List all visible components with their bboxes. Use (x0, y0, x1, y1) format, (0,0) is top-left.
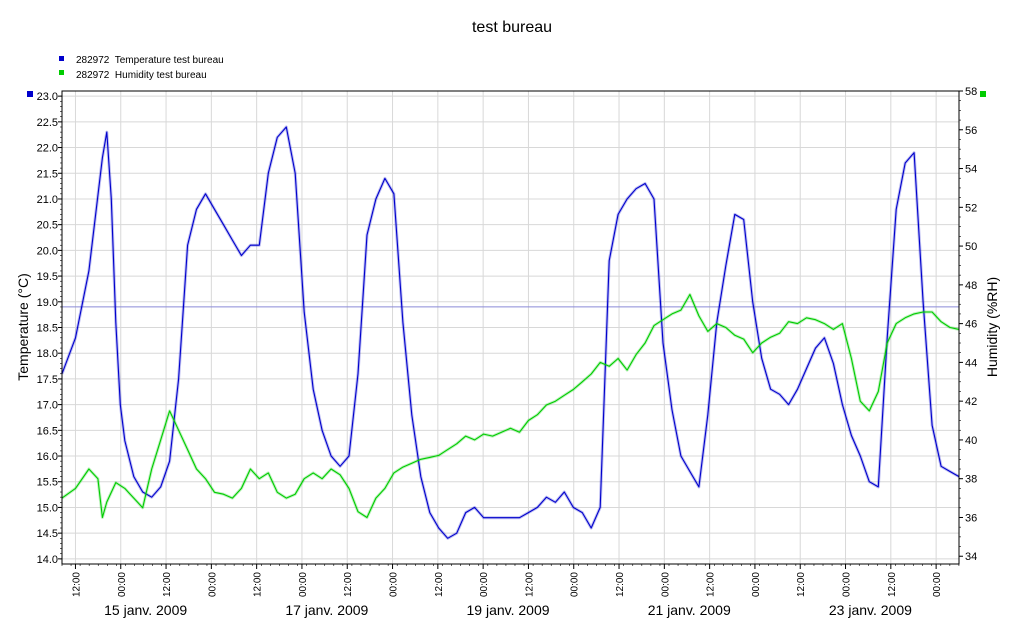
y2-tick-label: 46 (965, 319, 977, 331)
y-tick-label: 17.0 (37, 400, 58, 412)
y-tick-label: 15.0 (37, 502, 58, 514)
x-axis: 12:00 00:00 12:00 00:00 12:00 00:00 12:00 00:00… (61, 564, 960, 618)
y-tick-label: 23.0 (37, 91, 58, 103)
y-tick-label: 19.5 (37, 271, 58, 283)
y2-tick-label: 36 (965, 512, 977, 524)
legend-swatch-humidity (59, 70, 64, 75)
x-time-label: 00:00 (479, 572, 490, 597)
y2-tick-label: 38 (965, 474, 977, 486)
y-tick-label: 17.5 (37, 374, 58, 386)
x-time-label: 12:00 (253, 572, 264, 597)
y2-tick-label: 52 (965, 202, 977, 214)
x-time-label: 12:00 (434, 572, 445, 597)
right-axis-marker (980, 91, 986, 97)
x-time-label: 12:00 (162, 572, 173, 597)
x-time-label: 00:00 (570, 572, 581, 597)
legend-label-temperature: 282972 Temperature test bureau (76, 55, 224, 66)
y2-tick-label: 48 (965, 280, 977, 292)
y-axis-left: 14.0 14.5 15.0 15.5 16.0 16.5 17.0 17.5 18.0 18.5… (37, 91, 62, 566)
grid (62, 91, 959, 564)
chart-title: test bureau (472, 19, 552, 36)
y2-tick-label: 56 (965, 125, 977, 137)
x-time-label: 00:00 (751, 572, 762, 597)
y2-tick-label: 34 (965, 551, 977, 563)
left-axis-marker (27, 91, 33, 97)
y-tick-label: 20.0 (37, 245, 58, 257)
y2-tick-label: 58 (965, 86, 977, 98)
x-date-label: 17 janv. 2009 (285, 602, 368, 618)
x-time-label: 00:00 (389, 572, 400, 597)
y-tick-label: 21.5 (37, 168, 58, 180)
series-lines (60, 125, 960, 540)
x-time-label: 00:00 (932, 572, 943, 597)
x-time-label: 12:00 (343, 572, 354, 597)
humidity-line (61, 293, 960, 519)
x-date-label: 19 janv. 2009 (467, 602, 550, 618)
y-tick-label: 21.0 (37, 194, 58, 206)
x-time-label: 12:00 (615, 572, 626, 597)
x-time-label: 12:00 (71, 572, 82, 597)
y-tick-label: 22.5 (37, 117, 58, 129)
y-tick-label: 14.0 (37, 554, 58, 566)
y-axis-title: Temperature (°C) (15, 273, 31, 381)
x-date-label: 21 janv. 2009 (648, 602, 731, 618)
y-axis-right: 34 36 38 40 42 44 46 48 50 52 54 56 58 (959, 86, 977, 563)
x-time-label: 12:00 (706, 572, 717, 597)
x-date-label: 23 janv. 2009 (829, 602, 912, 618)
y2-tick-label: 42 (965, 396, 977, 408)
legend-label-humidity: 282972 Humidity test bureau (76, 70, 207, 81)
y-tick-label: 20.5 (37, 220, 58, 232)
x-time-label: 00:00 (660, 572, 671, 597)
x-time-label: 12:00 (796, 572, 807, 597)
x-time-label: 12:00 (524, 572, 535, 597)
y-tick-label: 16.5 (37, 425, 58, 437)
y2-tick-label: 40 (965, 435, 977, 447)
x-time-label: 00:00 (207, 572, 218, 597)
x-time-label: 00:00 (298, 572, 309, 597)
y2-tick-label: 50 (965, 241, 977, 253)
y2-tick-label: 44 (965, 357, 977, 369)
y-tick-label: 15.5 (37, 477, 58, 489)
legend-swatch-temperature (59, 56, 64, 61)
y-tick-label: 22.0 (37, 143, 58, 155)
y-tick-label: 18.0 (37, 348, 58, 360)
y-tick-label: 19.0 (37, 297, 58, 309)
y-tick-label: 14.5 (37, 528, 58, 540)
x-time-label: 00:00 (117, 572, 128, 597)
x-time-label: 12:00 (887, 572, 898, 597)
x-date-label: 15 janv. 2009 (104, 602, 187, 618)
y2-axis-title: Humidity (%RH) (984, 277, 1000, 377)
temperature-band (60, 125, 960, 540)
y2-tick-label: 54 (965, 164, 977, 176)
y-tick-label: 18.5 (37, 323, 58, 335)
x-time-label: 00:00 (842, 572, 853, 597)
y-tick-label: 16.0 (37, 451, 58, 463)
temperature-line (61, 126, 960, 539)
